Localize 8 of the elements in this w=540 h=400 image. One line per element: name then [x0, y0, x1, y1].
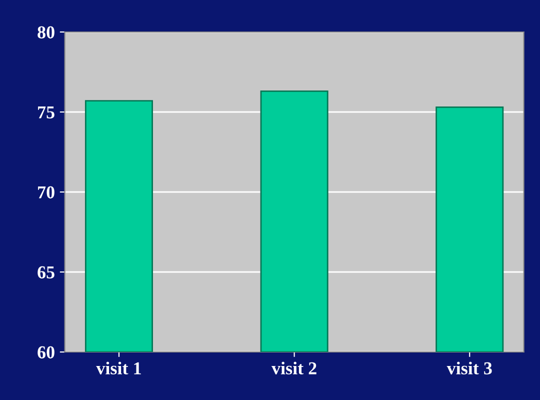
x-tick-label: visit 3 — [446, 362, 492, 374]
y-tick-label: 65 — [38, 266, 54, 278]
x-tick-label: visit 2 — [271, 362, 316, 374]
y-tick-label: 60 — [38, 346, 54, 358]
y-tick-label: 75 — [38, 106, 54, 118]
y-tick-label: 70 — [38, 186, 54, 198]
y-tick-label: 80 — [38, 26, 54, 38]
x-tick-label: visit 1 — [96, 362, 141, 374]
